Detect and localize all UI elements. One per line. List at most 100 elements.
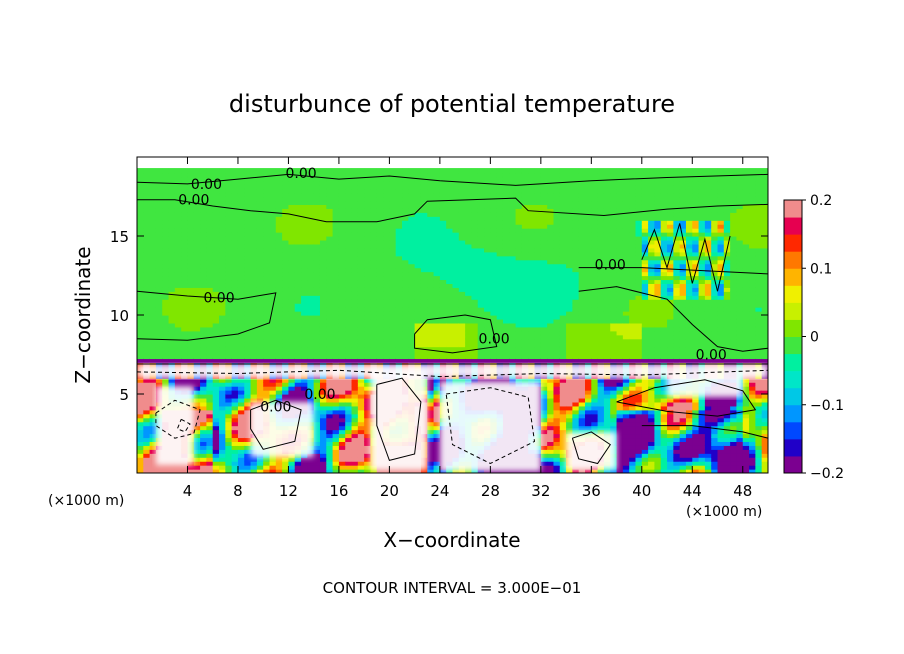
field-cell: [471, 239, 479, 245]
field-cell: [187, 338, 195, 344]
field-cell: [383, 271, 390, 277]
field-cell: [168, 236, 176, 241]
field-cell: [477, 188, 485, 194]
field-cell: [313, 330, 321, 336]
field-cell: [137, 216, 144, 221]
field-cell: [370, 354, 378, 360]
field-cell: [313, 172, 321, 178]
field-cell: [294, 326, 302, 332]
field-cell: [263, 346, 271, 352]
field-cell: [383, 287, 390, 292]
field-cell: [484, 350, 491, 356]
field-cell: [338, 247, 346, 253]
field-cell: [484, 247, 491, 253]
field-cell: [465, 251, 473, 257]
field-cell: [496, 326, 504, 332]
field-cell: [465, 283, 473, 288]
field-cell: [288, 263, 296, 269]
field-cell: [357, 338, 365, 344]
field-cell: [275, 465, 283, 470]
field-cell: [181, 307, 189, 312]
field-cell: [345, 401, 353, 407]
field-cell: [231, 461, 239, 466]
field-cell: [357, 239, 365, 245]
field-cell: [433, 397, 441, 403]
field-cell: [301, 243, 308, 249]
field-cell: [256, 212, 264, 217]
field-cell: [250, 192, 258, 198]
field-cell: [307, 465, 315, 470]
field-cell: [168, 382, 176, 387]
field-cell: [414, 172, 422, 178]
field-cell: [231, 307, 239, 312]
field-cell: [351, 212, 359, 217]
field-cell: [168, 326, 176, 332]
field-cell: [168, 232, 176, 237]
field-cell: [357, 299, 365, 304]
field-cell: [389, 251, 397, 257]
field-cell: [282, 394, 290, 399]
field-cell: [168, 346, 176, 352]
field-cell: [193, 204, 201, 209]
field-cell: [187, 192, 195, 198]
field-cell: [370, 216, 378, 221]
field-cell: [357, 204, 365, 209]
field-cell: [477, 358, 485, 363]
field-cell: [288, 326, 296, 332]
field-cell: [319, 200, 327, 205]
field-cell: [193, 236, 201, 241]
field-cell: [345, 303, 353, 308]
field-cell: [420, 279, 428, 284]
field-cell: [149, 405, 157, 411]
field-cell: [395, 168, 403, 174]
field-cell: [212, 208, 220, 213]
field-cell: [143, 390, 151, 395]
field-cell: [383, 220, 390, 225]
field-cell: [244, 192, 252, 198]
field-cell: [231, 378, 239, 383]
field-cell: [496, 291, 504, 296]
field-cell: [376, 239, 384, 245]
field-cell: [364, 239, 372, 245]
field-cell: [383, 184, 390, 190]
field-cell: [237, 263, 245, 269]
field-cell: [414, 315, 422, 320]
field-cell: [452, 291, 460, 296]
field-cell: [275, 315, 283, 320]
field-cell: [181, 263, 189, 269]
field-cell: [231, 326, 239, 332]
field-cell: [345, 330, 353, 336]
field-cell: [219, 350, 226, 356]
field-cell: [256, 397, 264, 403]
field-cell: [137, 184, 144, 190]
field-cell: [465, 295, 473, 300]
field-cell: [319, 263, 327, 269]
field-cell: [477, 342, 485, 348]
field-cell: [237, 168, 245, 174]
field-cell: [420, 208, 428, 213]
field-cell: [313, 358, 321, 363]
field-cell: [206, 409, 214, 415]
field-cell: [231, 421, 239, 427]
field-cell: [244, 168, 252, 174]
field-cell: [509, 322, 517, 328]
field-cell: [515, 184, 523, 190]
field-cell: [174, 247, 182, 253]
field-cell: [357, 405, 365, 411]
field-cell: [282, 465, 290, 470]
field-cell: [458, 216, 466, 221]
field-cell: [351, 192, 359, 198]
field-cell: [414, 259, 422, 265]
field-cell: [174, 224, 182, 229]
field-cell: [351, 236, 359, 241]
field-cell: [294, 354, 302, 360]
field-cell: [326, 267, 334, 273]
field-cell: [326, 354, 334, 360]
field-cell: [168, 311, 176, 316]
field-cell: [383, 283, 390, 288]
field-cell: [357, 283, 365, 288]
field-cell: [484, 200, 491, 205]
field-cell: [149, 283, 157, 288]
field-cell: [357, 259, 365, 265]
field-cell: [414, 342, 422, 348]
